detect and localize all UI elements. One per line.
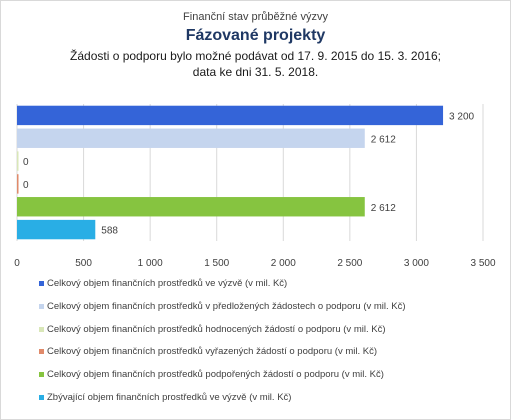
x-tick-label: 2 500 [337,258,362,269]
legend-item: Zbývající objem finančních prostředků ve… [39,392,292,403]
legend-item: Celkový objem finančních prostředků vyřa… [39,346,378,357]
legend-label: Celkový objem finančních prostředků hodn… [47,324,386,335]
chart-title: Fázované projekty [185,27,326,44]
data-label: 2 612 [371,134,396,145]
data-label: 2 612 [371,203,396,214]
legend-swatch [39,395,44,400]
bar [17,174,19,194]
legend-swatch [39,304,44,309]
x-tick-label: 3 000 [404,258,429,269]
legend-label: Celkový objem finančních prostředků v př… [47,301,406,312]
legend-item: Celkový objem finančních prostředků hodn… [39,324,386,335]
legend-swatch [39,372,44,377]
bar [17,105,444,126]
legend-item: Celkový objem finančních prostředků podp… [39,369,384,380]
chart-supertitle: Finanční stav průběžné výzvy [183,11,328,23]
data-label: 0 [23,157,29,168]
legend-item: Celkový objem finančních prostředků ve v… [39,278,288,289]
x-tick-label: 1 000 [138,258,163,269]
chart-subtitle-line-2: data ke dni 31. 5. 2018. [192,65,319,79]
x-tick-label: 500 [75,258,92,269]
bar [17,197,365,217]
bar [17,128,365,148]
legend-label: Celkový objem finančních prostředků ve v… [47,278,288,289]
data-label: 0 [23,180,29,191]
x-tick-label: 3 500 [470,258,495,269]
chart-subtitle-line-1: Žádosti o podporu bylo možné podávat od … [70,49,441,63]
data-label: 588 [101,226,118,237]
legend-label: Zbývající objem finančních prostředků ve… [47,392,292,403]
bar [17,151,19,171]
legend-label: Celkový objem finančních prostředků podp… [47,369,384,380]
x-tick-label: 1 500 [204,258,229,269]
legend-swatch [39,349,44,354]
x-tick-label: 0 [14,258,20,269]
bar [17,219,96,240]
legend-swatch [39,281,44,286]
x-tick-label: 2 000 [271,258,296,269]
data-label: 3 200 [449,111,474,122]
legend-swatch [39,327,44,332]
legend-item: Celkový objem finančních prostředků v př… [39,301,406,312]
legend-label: Celkový objem finančních prostředků vyřa… [47,346,378,357]
